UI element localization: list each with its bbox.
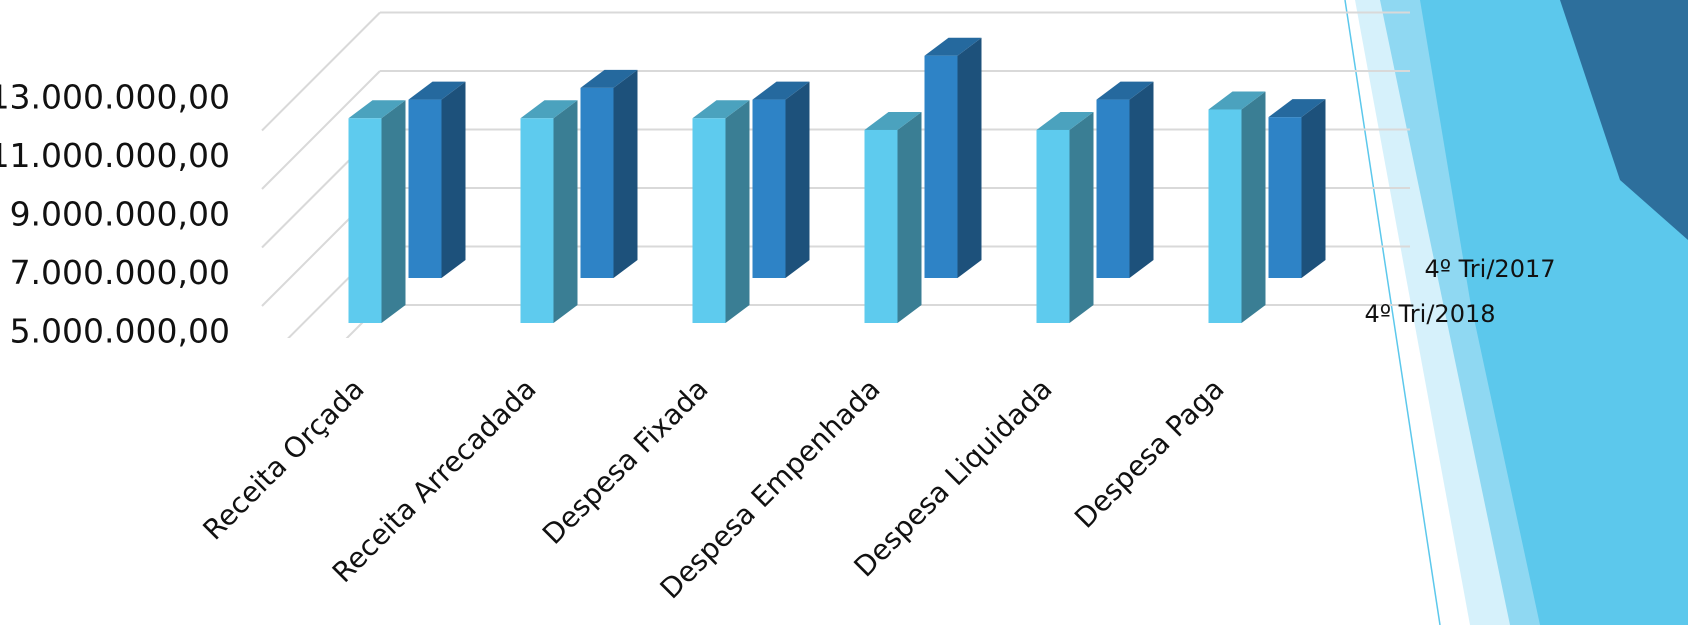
grid-line-side [345, 304, 381, 338]
bar-side [1129, 81, 1154, 278]
bar-top [1268, 99, 1326, 118]
x-tick-label: Receita Orçada [196, 372, 370, 546]
y-tick-label: 13.000.000,00 [0, 78, 230, 117]
bar-side [1301, 99, 1326, 278]
bar-top [348, 100, 406, 119]
bar-top [408, 81, 466, 100]
bar-side [897, 111, 922, 323]
bar-side [381, 100, 406, 323]
grid-line-side [261, 11, 381, 132]
bar-top [752, 81, 810, 100]
bar [1096, 99, 1130, 278]
bar [1208, 109, 1242, 323]
bar-side [725, 100, 750, 323]
bar-side [1241, 91, 1266, 323]
bar [408, 99, 442, 278]
background-decoration [1344, 0, 1688, 625]
bar-top [924, 37, 982, 56]
x-tick-label: Despesa Paga [1068, 372, 1230, 534]
bar-top [1036, 111, 1094, 130]
bar-side [553, 100, 578, 323]
y-tick-label: 7.000.000,00 [10, 253, 230, 292]
grid-line-side [261, 70, 381, 190]
x-tick-label: Despesa Liquidada [847, 372, 1058, 583]
y-tick-label: 9.000.000,00 [10, 195, 230, 234]
bar-side [1069, 111, 1094, 323]
bar [1036, 129, 1070, 323]
x-tick-label: Despesa Fixada [536, 372, 715, 551]
bar-side [613, 69, 638, 278]
bar-top [692, 100, 750, 119]
bar-top [580, 69, 638, 88]
bar [520, 118, 554, 323]
y-tick-label: 5.000.000,00 [10, 312, 230, 351]
bar [864, 129, 898, 323]
bar [692, 118, 726, 323]
plot-area: 5.000.000,00 7.000.000,00 9.000.000,00 11.0… [0, 11, 1556, 605]
bar-side [785, 81, 810, 278]
bar-top [1208, 91, 1266, 110]
y-tick-label: 11.000.000,00 [0, 136, 230, 175]
bar-top [1096, 81, 1154, 100]
bar-top [520, 100, 578, 119]
bar-side [441, 81, 466, 278]
bar [924, 55, 958, 279]
legend-label: 4º Tri/2017 [1424, 255, 1555, 283]
bar [348, 118, 382, 323]
bar-top [864, 111, 922, 130]
bar-side [957, 37, 982, 279]
legend-label: 4º Tri/2018 [1364, 300, 1495, 328]
bar [752, 99, 786, 278]
bar [580, 87, 614, 278]
bar [1268, 117, 1302, 278]
